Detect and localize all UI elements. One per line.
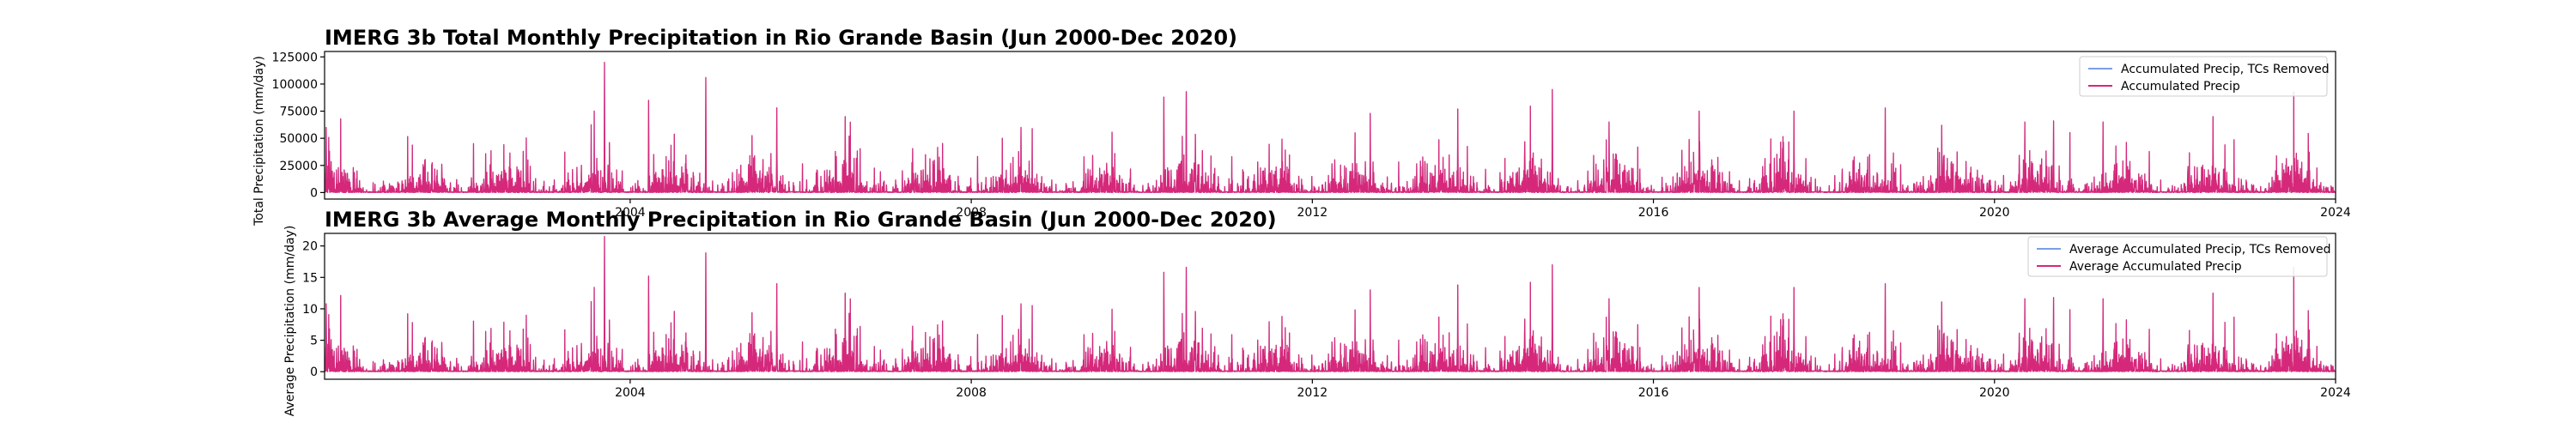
series-line-accumulated bbox=[325, 236, 2336, 372]
x-tick-label: 2012 bbox=[1297, 386, 1328, 400]
legend-label-tcs-removed: Average Accumulated Precip, TCs Removed bbox=[2069, 243, 2331, 257]
series-line-accumulated bbox=[325, 62, 2336, 194]
x-tick-label: 2004 bbox=[615, 206, 646, 220]
y-tick-label: 0 bbox=[310, 186, 318, 200]
y-tick-label: 15 bbox=[302, 271, 318, 285]
y-tick-label: 0 bbox=[310, 366, 318, 379]
x-tick-label: 2020 bbox=[1979, 386, 2010, 400]
y-tick-label: 75000 bbox=[279, 106, 318, 119]
y-tick-label: 50000 bbox=[279, 132, 318, 146]
total-precip-panel: IMERG 3b Total Monthly Precipitation in … bbox=[252, 26, 2351, 227]
legend: Accumulated Precip, TCs Removed Accumula… bbox=[2079, 56, 2330, 97]
y-tick-label: 20 bbox=[302, 240, 318, 254]
y-tick-label: 125000 bbox=[272, 51, 318, 64]
total-precip-axes: 0 25000 50000 75000 100000 125000 2004 2008 2012… bbox=[272, 51, 2351, 220]
y-tick-label: 25000 bbox=[279, 160, 318, 173]
x-tick-label: 2012 bbox=[1297, 206, 1328, 220]
y-tick-label: 10 bbox=[302, 303, 318, 317]
axes-frame bbox=[324, 51, 2336, 200]
y-axis-label: Total Precipitation (mm/day) bbox=[252, 56, 266, 227]
x-tick-label: 2016 bbox=[1638, 206, 1669, 220]
average-precip-panel: IMERG 3b Average Monthly Precipitation i… bbox=[283, 208, 2351, 416]
average-precip-plot-area bbox=[325, 236, 2336, 372]
x-tick-label: 2016 bbox=[1638, 386, 1669, 400]
y-axis-label: Average Precipitation (mm/day) bbox=[283, 226, 297, 417]
legend-label-tcs-removed: Accumulated Precip, TCs Removed bbox=[2121, 63, 2330, 76]
chart-title: IMERG 3b Total Monthly Precipitation in … bbox=[325, 26, 1237, 50]
x-tick-label: 2024 bbox=[2320, 386, 2351, 400]
x-tick-label: 2008 bbox=[956, 386, 987, 400]
y-tick-label: 5 bbox=[310, 335, 318, 348]
x-tick-label: 2024 bbox=[2320, 206, 2351, 220]
legend-label-accumulated: Average Accumulated Precip bbox=[2069, 260, 2242, 274]
y-tick-label: 100000 bbox=[272, 78, 318, 92]
legend-label-accumulated: Accumulated Precip bbox=[2121, 80, 2240, 94]
total-precip-plot-area bbox=[325, 62, 2336, 194]
average-precip-axes: 0 5 10 15 20 2004 2008 2012 2016 2020 2024 bbox=[302, 233, 2351, 400]
x-tick-label: 2008 bbox=[956, 206, 987, 220]
legend: Average Accumulated Precip, TCs Removed … bbox=[2027, 236, 2331, 277]
x-tick-label: 2004 bbox=[615, 386, 646, 400]
axes-frame bbox=[324, 233, 2336, 380]
x-tick-label: 2020 bbox=[1979, 206, 2010, 220]
chart-title: IMERG 3b Average Monthly Precipitation i… bbox=[325, 208, 1277, 232]
